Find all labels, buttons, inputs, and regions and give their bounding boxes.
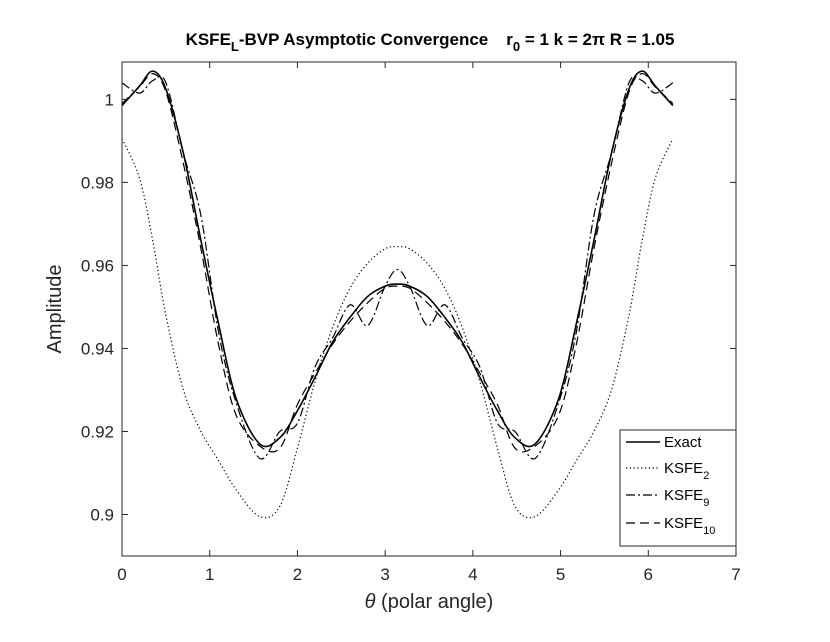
legend-label: KSFE2 xyxy=(664,460,709,482)
x-tick-label: 0 xyxy=(117,565,126,584)
plot-area: 0 1 2 3 4 5 6 7 0.9 0.92 0.94 0.96 0.98 1 xyxy=(81,61,741,584)
series-line-exact xyxy=(121,70,674,448)
x-axis-ticks: 0 1 2 3 4 5 6 7 xyxy=(117,62,741,584)
x-tick-label: 1 xyxy=(205,565,214,584)
y-tick-label: 0.9 xyxy=(90,505,114,524)
y-tick-label: 0.96 xyxy=(81,256,114,275)
series-layer xyxy=(121,70,674,519)
x-tick-label: 6 xyxy=(644,565,653,584)
x-tick-label: 3 xyxy=(380,565,389,584)
legend-label: KSFE10 xyxy=(664,515,715,537)
legend-label: Exact xyxy=(664,434,702,451)
legend-box xyxy=(619,429,737,547)
y-axis-label: Amplitude xyxy=(44,265,66,354)
x-tick-label: 4 xyxy=(468,565,477,584)
x-tick-label: 5 xyxy=(556,565,565,584)
x-axis-label: θ (polar angle) xyxy=(365,591,494,613)
x-tick-label: 7 xyxy=(731,565,740,584)
legend: Exact KSFE2 KSFE9 KSFE10 xyxy=(619,429,737,547)
series-line-ksfe9 xyxy=(121,75,674,460)
series-line-ksfe10 xyxy=(121,73,674,453)
y-tick-label: 1 xyxy=(105,90,114,109)
y-tick-label: 0.94 xyxy=(81,339,114,358)
series-line-ksfe2 xyxy=(121,138,674,519)
legend-label: KSFE9 xyxy=(664,487,709,509)
chart-title: KSFEL-BVP Asymptotic Convergence r0 = 1 k… xyxy=(186,30,675,54)
y-tick-label: 0.92 xyxy=(81,422,114,441)
y-tick-label: 0.98 xyxy=(81,173,114,192)
x-tick-label: 2 xyxy=(293,565,302,584)
axes-box xyxy=(121,61,737,557)
y-axis-ticks: 0.9 0.92 0.94 0.96 0.98 1 xyxy=(81,90,736,524)
